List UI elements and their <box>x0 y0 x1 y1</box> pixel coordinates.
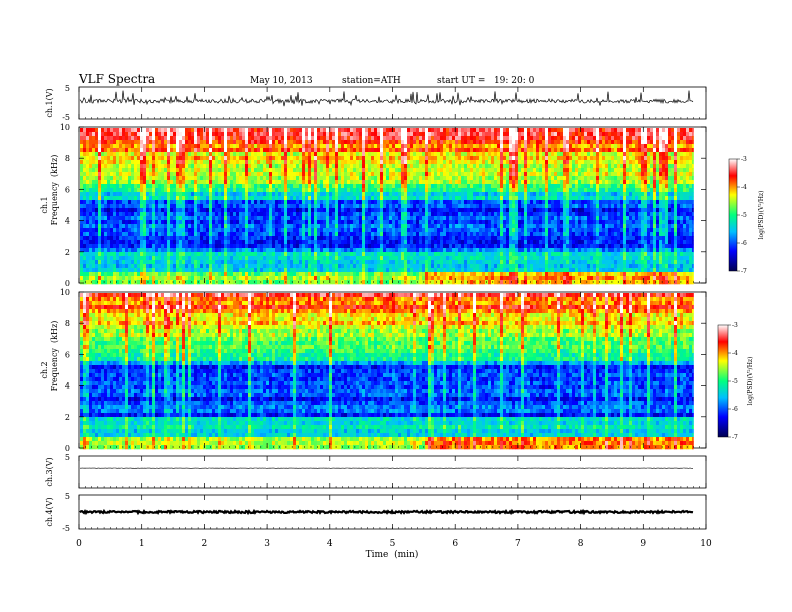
ch4-ytick-bottom: -5 <box>62 524 70 533</box>
time-tick-label: 6 <box>452 539 458 549</box>
colorbar-tick-label: -6 <box>732 406 738 413</box>
frequency-tick-label: 2 <box>65 413 70 422</box>
time-tick-label: 1 <box>139 539 145 549</box>
ch3-ytick-top: 5 <box>65 453 70 462</box>
time-tick-label: 5 <box>390 539 396 549</box>
colorbar-ch1-scale <box>728 158 738 272</box>
ch1-ytick-top: 5 <box>65 84 70 93</box>
ch1-ytick-bottom: -5 <box>62 113 70 122</box>
time-tick-label: 9 <box>640 539 646 549</box>
time-tick-label: 2 <box>202 539 208 549</box>
frequency-tick-label: 8 <box>65 154 70 163</box>
ch2-spectrogram-cells <box>80 293 694 450</box>
frequency-tick-label: 8 <box>65 319 70 328</box>
ch1-spectrogram-yticks: 0 2 4 6 8 10 <box>60 123 706 288</box>
time-tick-label: 8 <box>578 539 584 549</box>
header-date: May 10, 2013 <box>250 76 313 86</box>
time-axis-label: Time (min) <box>366 549 419 560</box>
colorbar-tick-label: -4 <box>732 350 738 357</box>
frequency-tick-label: 4 <box>65 217 70 226</box>
time-tick-label: 7 <box>515 539 521 549</box>
colorbar-ch2: -7 -6 -5 -4 -3 log(PSD)(V²/Hz) <box>717 322 754 441</box>
frequency-tick-label: 6 <box>65 185 70 194</box>
colorbar-ch1-ticks: -7 -6 -5 -4 -3 <box>737 156 747 275</box>
ch1-spectrogram-ylabel: Frequency (kHz) <box>50 155 59 226</box>
panel-ch1-waveform: 5 -5 ch.1(V) <box>45 84 707 122</box>
time-tick-label: 3 <box>264 539 270 549</box>
colorbar-tick-label: -4 <box>741 184 747 191</box>
figure-title: VLF Spectra <box>78 72 155 86</box>
ch3-waveform-ylabel: ch.3(V) <box>45 457 54 486</box>
panel-ch4-waveform: 5 -5 ch.4(V) <box>45 492 707 533</box>
ch1-spectrogram-cells <box>80 128 694 285</box>
colorbar-ch2-label: log(PSD)(V²/Hz) <box>747 357 754 406</box>
time-tick-label: 0 <box>76 539 82 549</box>
frequency-tick-label: 10 <box>60 123 70 132</box>
ch2-spectrogram-yticks: 0 2 4 6 8 10 <box>60 288 706 453</box>
ch1-spectrogram-channel-label: ch.1 <box>40 196 49 213</box>
colorbar-tick-label: -3 <box>741 156 747 163</box>
colorbar-tick-label: -7 <box>741 268 747 275</box>
frequency-tick-label: 6 <box>65 350 70 359</box>
panel-ch2-spectrogram: 0 2 4 6 8 10 ch.2 Frequency (kHz) <box>40 288 707 453</box>
frequency-tick-label: 0 <box>65 279 70 288</box>
frequency-tick-label: 2 <box>65 248 70 257</box>
frequency-tick-label: 4 <box>65 382 70 391</box>
panel-ch1-spectrogram: 0 2 4 6 8 10 ch.1 Frequency (kHz) <box>40 123 707 288</box>
ch4-waveform-trace <box>79 508 694 516</box>
ch1-waveform-ylabel: ch.1(V) <box>45 88 54 117</box>
colorbar-ch1-label: log(PSD)(V²/Hz) <box>758 191 765 240</box>
ch2-spectrogram-ylabel: Frequency (kHz) <box>50 321 59 392</box>
time-tick-label: 4 <box>327 539 333 549</box>
colorbar-tick-label: -5 <box>741 212 747 219</box>
time-tick-label: 10 <box>700 539 712 549</box>
frequency-tick-label: 10 <box>60 288 70 297</box>
header-station: station=ATH <box>342 76 401 86</box>
frequency-tick-label: 0 <box>65 444 70 453</box>
colorbar-ch2-scale <box>717 324 729 438</box>
colorbar-ch2-ticks: -7 -6 -5 -4 -3 <box>728 322 738 441</box>
time-axis-ticks: 0 1 2 3 4 5 6 7 8 9 10 <box>76 87 712 549</box>
ch1-waveform-trace <box>79 90 694 107</box>
colorbar-tick-label: -7 <box>732 434 738 441</box>
ch2-spectrogram-channel-label: ch.2 <box>40 361 49 378</box>
colorbar-ch1: -7 -6 -5 -4 -3 log(PSD)(V²/Hz) <box>728 156 765 275</box>
panel-ch3-waveform: 5 ch.3(V) <box>45 453 707 489</box>
colorbar-tick-label: -3 <box>732 322 738 329</box>
ch4-ytick-top: 5 <box>65 492 70 501</box>
colorbar-tick-label: -5 <box>732 378 738 385</box>
header-start-time: start UT = 19: 20: 0 <box>437 76 535 86</box>
colorbar-tick-label: -6 <box>741 240 747 247</box>
ch4-waveform-ylabel: ch.4(V) <box>45 497 54 526</box>
